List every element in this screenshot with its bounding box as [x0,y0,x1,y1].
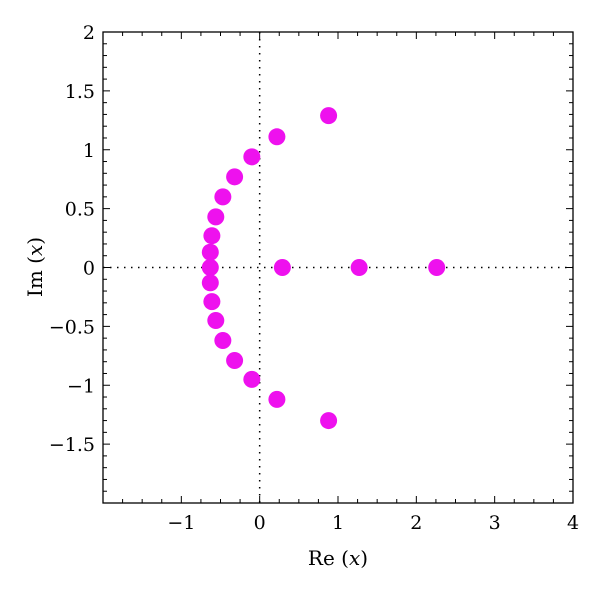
data-point [201,259,219,276]
reference-lines [103,32,573,503]
data-point [350,259,368,276]
y-tick-label: 0.5 [65,199,95,221]
y-tick-label: 1.5 [65,81,95,103]
y-tick-labels: 2 1.5 1 0.5 0 −0.5 −1 −1.5 [49,22,95,456]
data-point [226,168,244,186]
x-tick-label: 2 [410,512,422,534]
x-tick-label: −1 [167,512,195,534]
data-point [268,390,286,408]
y-tick-label: 2 [83,22,95,44]
data-points [201,107,446,430]
axis-ticks [102,31,574,504]
y-tick-label: 0 [83,258,95,280]
data-point [320,412,338,430]
data-point [201,243,219,261]
y-axis-label: Im (x) [23,237,47,297]
data-point [273,259,291,276]
x-tick-labels: −1 0 1 2 3 4 [167,512,579,534]
data-point [207,208,225,226]
x-axis-label: Re (x) [308,546,368,570]
data-point [268,128,286,146]
data-point [214,188,232,206]
y-tick-label: −0.5 [49,316,95,338]
data-point [201,274,219,292]
data-point [243,148,261,166]
data-point [226,352,244,370]
data-point [320,107,338,125]
data-point [207,311,225,329]
y-tick-label: 1 [83,140,95,162]
data-point [428,259,446,276]
x-tick-label: 3 [489,512,501,534]
data-point [243,370,261,388]
y-tick-label: −1.5 [49,434,95,456]
x-tick-label: 0 [254,512,266,534]
y-tick-label: −1 [67,375,95,397]
data-point [214,332,232,350]
data-point [203,227,221,245]
x-tick-label: 1 [332,512,344,534]
x-tick-label: 4 [567,512,579,534]
data-point [203,293,221,311]
